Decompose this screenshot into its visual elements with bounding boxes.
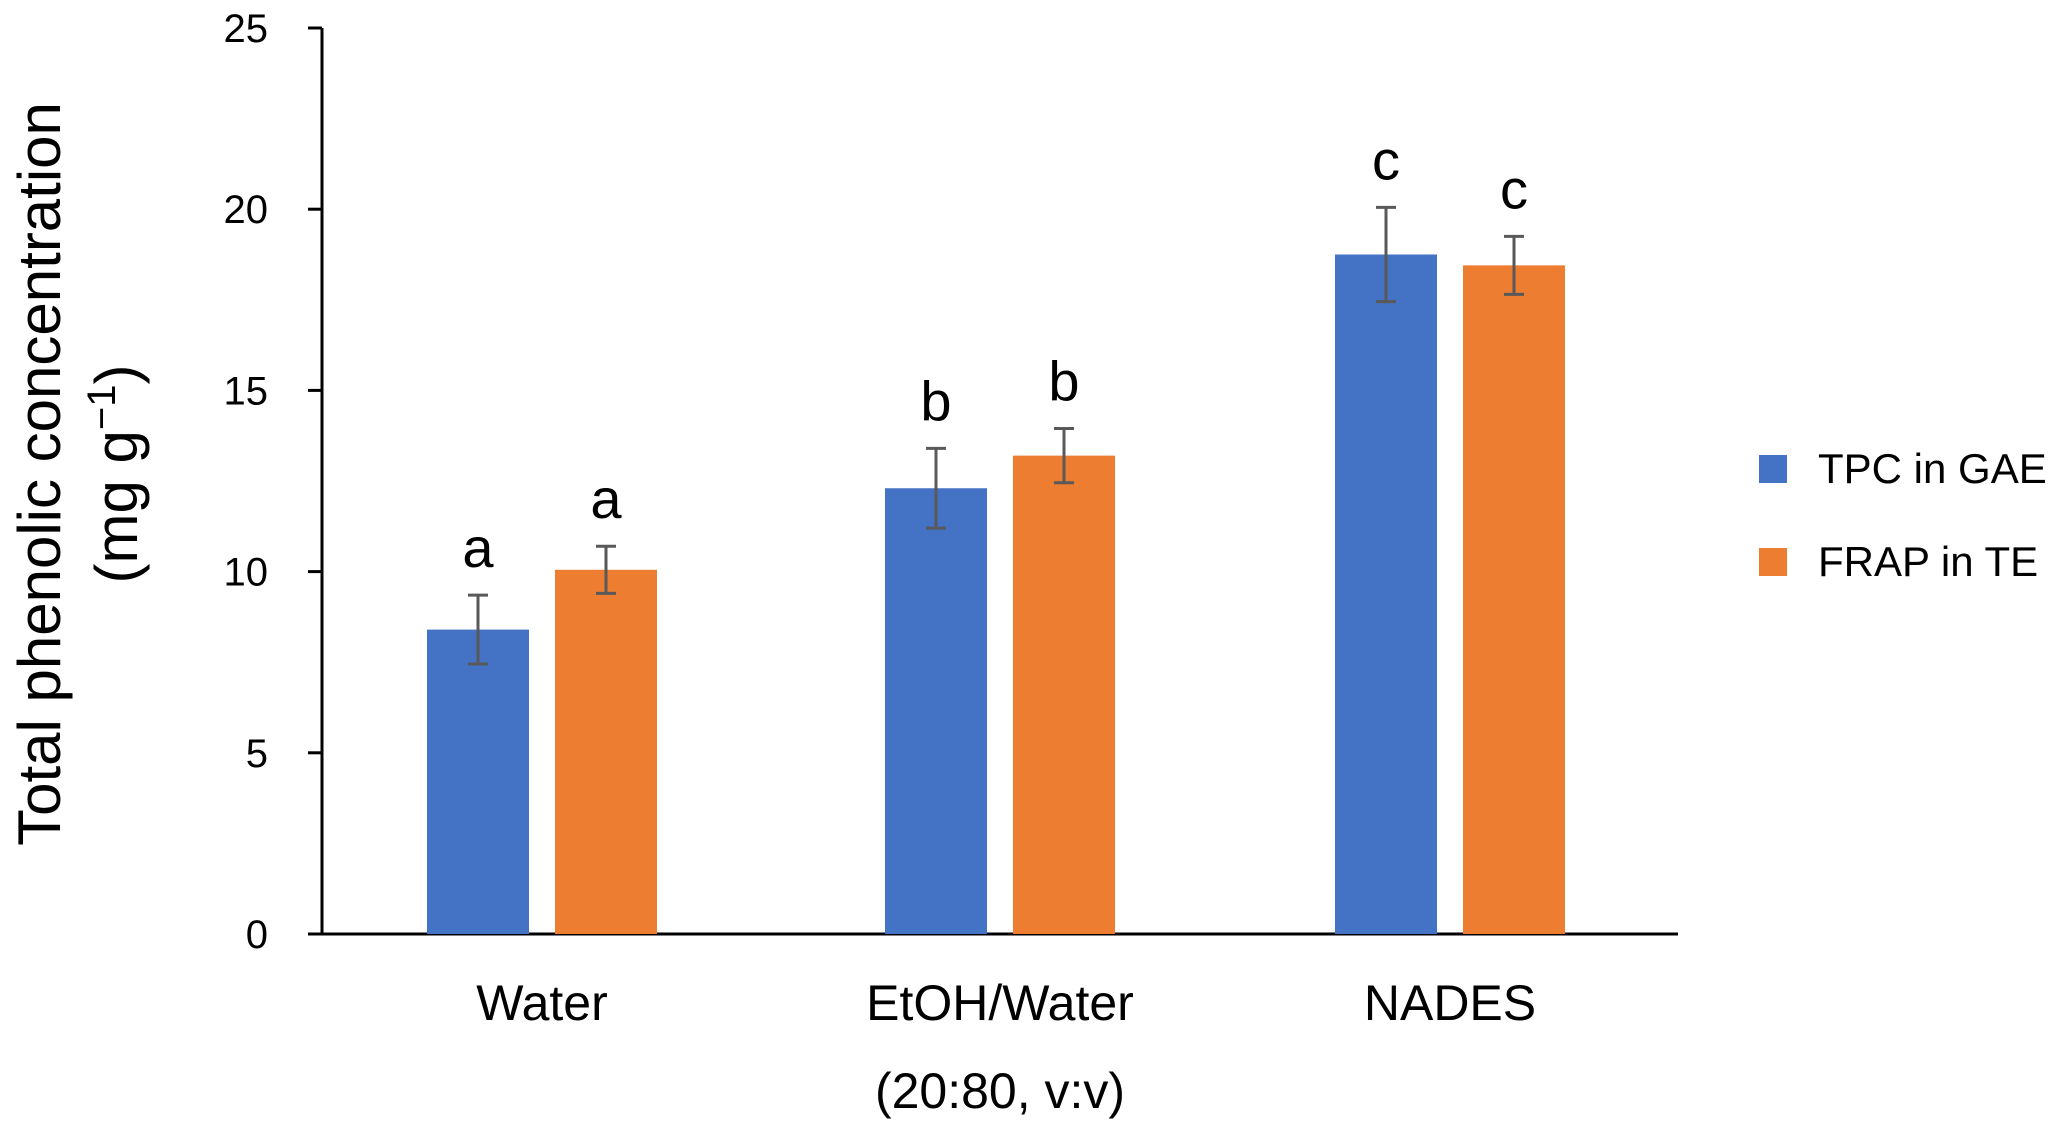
legend-swatch (1759, 548, 1787, 576)
bar (1463, 265, 1565, 934)
significance-label: b (1048, 349, 1079, 412)
bar (885, 488, 987, 934)
legend-label: FRAP in TE (1818, 538, 2038, 585)
bar (427, 629, 529, 934)
y-axis-unit-suffix: ) (83, 365, 150, 385)
y-axis-title-line2: (mg g−1) (80, 365, 150, 584)
bar (1013, 455, 1115, 934)
legend-item: FRAP in TE (1759, 538, 2038, 585)
axes (320, 28, 1678, 936)
legend-swatch (1759, 455, 1787, 483)
x-category-label: NADES (1364, 975, 1536, 1031)
significance-label: a (590, 467, 622, 530)
bar (1335, 254, 1437, 934)
y-tick-label: 20 (224, 188, 269, 232)
x-category-labels: Water EtOH/Water (20:80, v:v) NADES (476, 975, 1536, 1119)
y-tick-label: 0 (246, 913, 268, 957)
error-bar (1054, 426, 1074, 485)
y-tick-label: 10 (224, 551, 269, 595)
significance-label: b (920, 369, 951, 432)
y-axis-title: Total phenolic concentration (mg g−1) (6, 102, 150, 846)
error-bars (468, 205, 1524, 666)
significance-label: c (1372, 128, 1400, 191)
significance-labels: a b c a b c (462, 128, 1528, 579)
legend-item: TPC in GAE (1759, 445, 2047, 492)
legend-label: TPC in GAE (1818, 445, 2047, 492)
y-ticks: 0 5 10 15 20 25 (224, 7, 322, 957)
error-bar (468, 593, 488, 666)
x-category-label: EtOH/Water (866, 975, 1134, 1031)
x-category-sublabel: (20:80, v:v) (875, 1063, 1125, 1119)
legend: TPC in GAE FRAP in TE (1759, 445, 2047, 585)
y-tick-label: 5 (246, 732, 268, 776)
error-bar (1504, 234, 1524, 296)
significance-label: c (1500, 157, 1528, 220)
error-bar (926, 446, 946, 530)
bar (555, 569, 657, 934)
error-bar (1376, 205, 1396, 304)
y-axis-unit-superscript: −1 (80, 385, 124, 431)
significance-label: a (462, 516, 494, 579)
x-category-label: Water (476, 975, 608, 1031)
y-tick-label: 15 (224, 369, 269, 413)
y-tick-label: 25 (224, 7, 269, 51)
y-axis-title-line1: Total phenolic concentration (6, 102, 73, 846)
y-axis-unit-prefix: (mg g (83, 430, 150, 583)
error-bar (596, 544, 616, 595)
bars (427, 254, 1565, 934)
